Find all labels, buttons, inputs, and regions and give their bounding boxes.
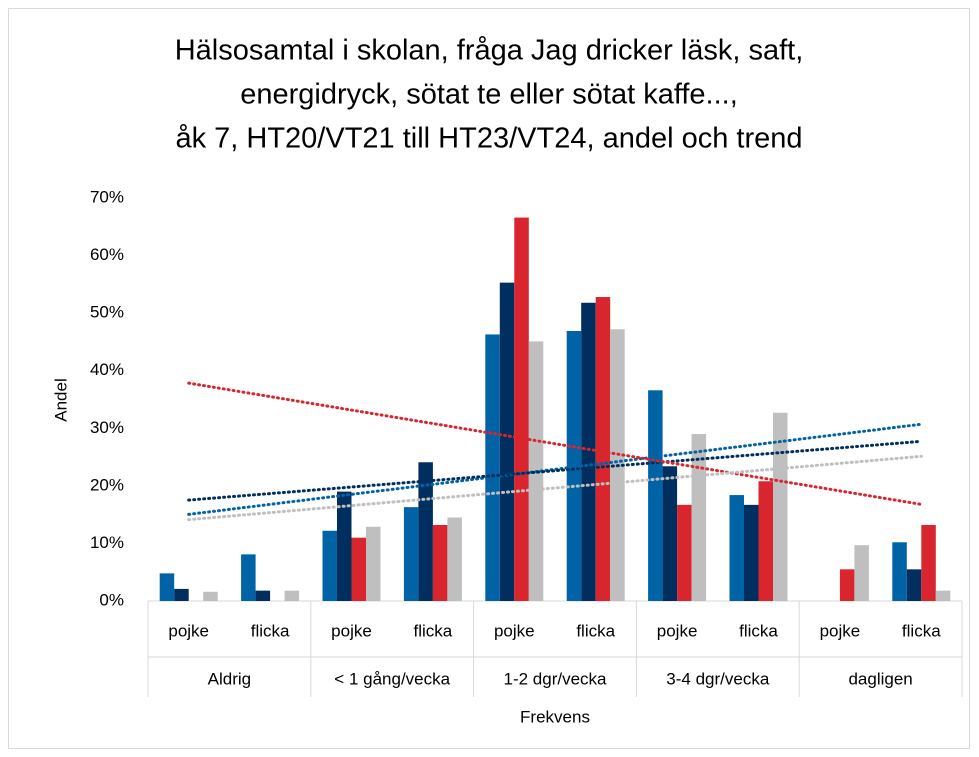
y-tick-label: 0% — [99, 590, 124, 609]
group-label: 1-2 dgr/vecka — [504, 669, 608, 688]
x-tick-label: pojke — [657, 621, 698, 640]
bar — [744, 504, 759, 601]
bar — [595, 297, 611, 601]
trend-line — [187, 422, 923, 516]
bar — [921, 525, 936, 601]
trend-line — [187, 381, 923, 506]
x-tick-label: flicka — [414, 621, 453, 640]
bar — [648, 390, 663, 601]
bar — [447, 517, 462, 601]
bar — [892, 542, 907, 601]
chart-title: Hälsosamtal i skolan, fråga Jag dricker … — [175, 35, 804, 67]
y-tick-label: 40% — [90, 360, 124, 379]
group-label: dagligen — [848, 669, 912, 688]
bar — [432, 525, 448, 601]
bar — [403, 507, 419, 601]
chart-title: energidryck, sötat te eller sötat kaffe.… — [240, 79, 738, 111]
x-tick-label: flicka — [576, 621, 615, 640]
bar — [174, 588, 189, 601]
y-axis-label: Andel — [51, 378, 70, 421]
bar — [662, 466, 678, 601]
x-tick-label: pojke — [331, 621, 372, 640]
bar — [729, 495, 744, 601]
bar — [499, 282, 515, 601]
y-tick-label: 10% — [90, 533, 124, 552]
y-tick-label: 70% — [90, 187, 124, 206]
y-tick-label: 50% — [90, 303, 124, 322]
x-tick-label: pojke — [168, 621, 209, 640]
trend-line — [187, 439, 923, 502]
bar — [203, 591, 218, 601]
y-tick-label: 60% — [90, 245, 124, 264]
bar — [418, 462, 433, 601]
x-tick-label: flicka — [251, 621, 290, 640]
y-tick-label: 20% — [90, 475, 124, 494]
bar — [758, 481, 773, 601]
bar — [255, 590, 271, 601]
bar — [839, 569, 855, 601]
group-label: 3-4 dgr/vecka — [666, 669, 770, 688]
x-tick-label: pojke — [494, 621, 535, 640]
bar — [366, 526, 381, 601]
group-label: Aldrig — [208, 669, 251, 688]
chart-title: åk 7, HT20/VT21 till HT23/VT24, andel oc… — [175, 123, 802, 155]
bar — [854, 545, 869, 601]
bar — [514, 217, 529, 601]
x-tick-label: pojke — [820, 621, 861, 640]
bar — [581, 302, 596, 601]
bar — [322, 530, 337, 601]
bar — [241, 554, 256, 601]
bar — [677, 504, 692, 601]
x-tick-label: flicka — [902, 621, 941, 640]
bar — [906, 569, 922, 601]
bar — [337, 491, 352, 601]
bar — [351, 537, 366, 601]
bar — [935, 590, 951, 601]
x-axis-label: Frekvens — [520, 707, 590, 726]
bar — [159, 573, 175, 601]
group-label: < 1 gång/vecka — [334, 669, 450, 688]
bar — [485, 334, 500, 601]
x-tick-label: flicka — [739, 621, 778, 640]
bar — [284, 590, 300, 601]
bar — [566, 330, 582, 601]
bar — [773, 412, 788, 601]
y-tick-label: 30% — [90, 418, 124, 437]
